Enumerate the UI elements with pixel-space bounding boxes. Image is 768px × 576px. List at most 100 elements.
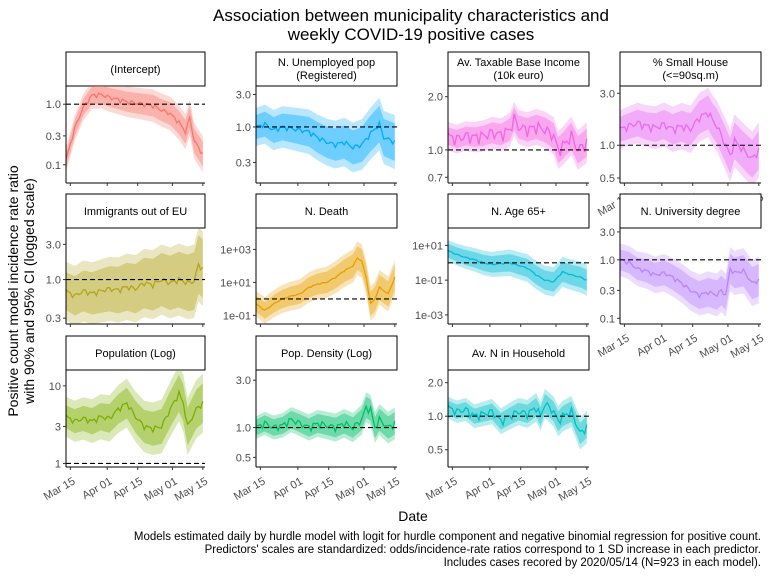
ci90-band — [66, 374, 203, 446]
y-axis-title-line-1: Positive count model incidence rate rati… — [5, 165, 21, 417]
facet-strip — [447, 193, 590, 229]
y-tick-label: 1.0 — [236, 423, 251, 435]
x-tick-label: May 01 — [334, 475, 371, 503]
x-tick-label: Apr 15 — [666, 332, 700, 359]
facet-strip-label: Population (Log) — [95, 348, 176, 360]
y-tick-label: 0.1 — [46, 160, 61, 172]
facet-panel: Av. N in Household 0.5 1.0 2.0 Mar 15 Apr 01A… — [424, 335, 594, 504]
y-tick-label: 0.5 — [600, 173, 615, 185]
y-tick-label: 1.0 — [428, 411, 443, 423]
y-tick-label: 3.0 — [236, 375, 251, 387]
x-tick-label: Apr 01 — [80, 475, 114, 502]
y-tick-label: 1.0 — [236, 122, 251, 134]
ci90-band — [620, 249, 759, 311]
estimate-line — [447, 249, 587, 283]
estimate-line — [65, 388, 204, 434]
x-tick-label: May 15 — [729, 332, 766, 360]
estimate-line — [619, 258, 760, 299]
ci90-band — [66, 235, 203, 316]
ci90-band — [448, 107, 587, 164]
facet-strip — [65, 193, 206, 229]
estimate-line — [255, 256, 396, 311]
x-axis-title: Date — [398, 508, 428, 524]
ci90-band — [66, 86, 203, 168]
y-tick-label: 1e-03 — [415, 310, 443, 322]
y-tick-label: 2.0 — [428, 92, 443, 104]
y-tick-label: 3.0 — [236, 89, 251, 101]
y-axis-title-line-2: with 90% and 95% CI (logged scale) — [21, 178, 37, 405]
x-tick-label: Apr 15 — [111, 475, 145, 502]
facet-strip-label: Av. Taxable Base Income — [457, 57, 580, 69]
ci90-band — [448, 393, 587, 445]
estimate-line — [447, 113, 588, 156]
facet-strip — [65, 335, 206, 371]
estimate-line — [65, 261, 204, 299]
y-tick-label: 3 — [55, 421, 61, 433]
facet-panel: N. Death 1e-01 1e+01 1e+03 — [220, 193, 398, 327]
estimate-line — [447, 401, 588, 436]
facet-panel: Immigrants out of EU 0.3 1.0 3.0 — [46, 193, 206, 327]
x-tick-label: Apr 15 — [302, 475, 336, 502]
y-tick-label: 1e-01 — [415, 275, 443, 287]
facet-strip — [65, 51, 206, 87]
y-tick-label: 3.0 — [600, 88, 615, 100]
y-tick-label: 0.3 — [600, 285, 615, 297]
ci95-band — [66, 86, 203, 173]
facet-strip — [619, 193, 762, 229]
facet-strip-label: N. Unemployed pop — [278, 57, 375, 69]
y-tick-label: 1.0 — [600, 255, 615, 267]
facet-strip-label: N. Death — [305, 206, 348, 218]
facet-strip — [619, 51, 762, 87]
ci95-band — [256, 392, 395, 444]
facet-strip-label: Av. N in Household — [472, 348, 565, 360]
ci95-band — [448, 388, 587, 450]
y-tick-label: 0.3 — [46, 313, 61, 325]
facet-strip-label: (Registered) — [296, 70, 357, 82]
estimate-line — [65, 92, 203, 160]
ci95-band — [448, 101, 587, 170]
y-tick-label: 1e-01 — [223, 310, 251, 322]
ci90-band — [620, 95, 759, 178]
facet-strip-label: (<=90sq.m) — [662, 70, 718, 82]
facet-strip — [447, 335, 590, 371]
y-tick-label: 1 — [55, 458, 61, 470]
estimate-line — [255, 404, 396, 434]
y-tick-label: 3.0 — [46, 239, 61, 251]
facet-panel: Av. Taxable Base Income(10k euro) 0.7 1.0 2… — [428, 51, 590, 186]
facet-strip-label: N. University degree — [641, 206, 741, 218]
ci95-band — [66, 228, 203, 324]
ci90-band — [256, 396, 395, 439]
ci95-band — [620, 87, 759, 183]
facet-panel: Pop. Density (Log) 0.5 1.0 3.0 Mar 15 Apr 01A… — [232, 335, 402, 504]
y-tick-label: 1.0 — [600, 140, 615, 152]
chart-title-line-1: Association between municipality charact… — [213, 6, 609, 25]
facet-strip — [255, 193, 398, 229]
facet-panel: N. Age 65+ 1e-03 1e-01 1e+01 — [412, 193, 590, 327]
y-tick-label: 1e+01 — [220, 277, 251, 289]
x-tick-label: May 15 — [365, 475, 402, 503]
x-tick-label: Apr 01 — [463, 475, 497, 502]
x-tick-label: Mar 15 — [232, 475, 268, 503]
y-tick-label: 10 — [49, 381, 61, 393]
x-tick-label: Mar 15 — [424, 475, 460, 503]
y-tick-label: 1e+03 — [220, 244, 251, 256]
y-tick-label: 0.1 — [600, 313, 615, 325]
x-tick-label: Apr 01 — [635, 332, 669, 359]
x-tick-label: Apr 15 — [494, 475, 528, 502]
ci95-band — [66, 370, 203, 456]
y-tick-label: 0.7 — [428, 172, 443, 184]
y-tick-label: 0.3 — [46, 131, 61, 143]
y-tick-label: 0.5 — [236, 452, 251, 464]
facet-strip — [255, 335, 398, 371]
chart-title-line-2: weekly COVID-19 positive cases — [287, 25, 535, 44]
facet-strip-label: (Intercept) — [110, 64, 160, 76]
x-tick-label: May 01 — [698, 332, 735, 360]
x-tick-label: Mar 15 — [42, 475, 78, 503]
ci90-band — [448, 243, 587, 292]
caption-line-1: Models estimated daily by hurdle model w… — [134, 531, 761, 543]
facet-panels: (Intercept) 0.1 0.3 1.0 N. Unemployed pop(Re… — [42, 51, 766, 504]
y-tick-label: 1e+01 — [412, 240, 443, 252]
ci95-band — [620, 243, 759, 317]
